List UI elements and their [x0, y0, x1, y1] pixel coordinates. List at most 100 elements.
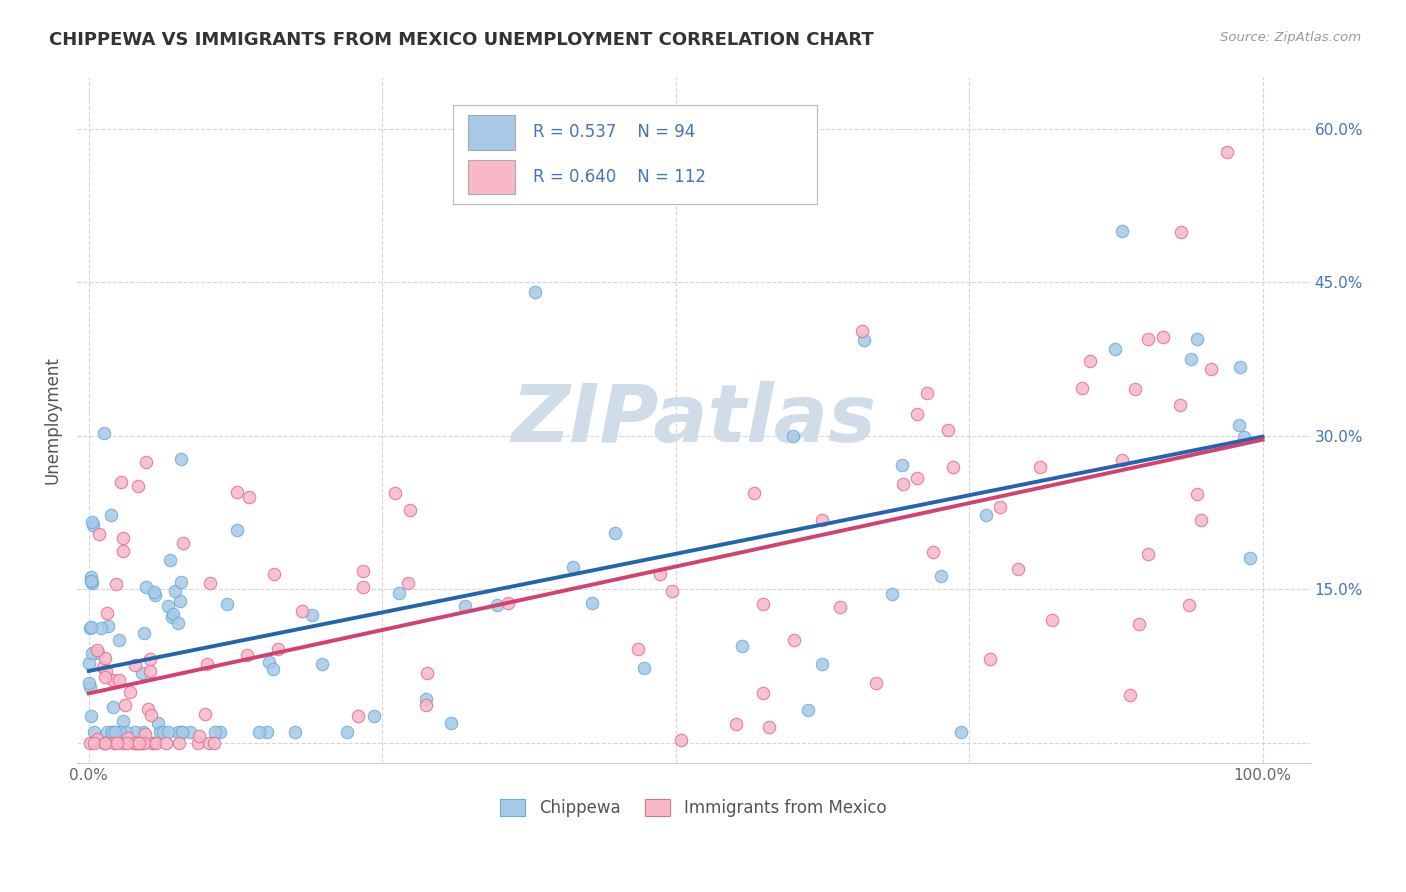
Point	[124, 657, 146, 672]
Point	[363, 709, 385, 723]
Point	[169, 594, 191, 608]
Point	[890, 458, 912, 472]
Point	[170, 725, 193, 739]
Point	[82, 576, 104, 591]
Point	[238, 490, 260, 504]
Point	[149, 725, 172, 739]
Point	[648, 566, 671, 581]
Point	[179, 724, 201, 739]
Point	[1128, 617, 1150, 632]
Point	[108, 673, 131, 687]
Point	[83, 736, 105, 750]
Point	[139, 708, 162, 723]
Point	[136, 702, 159, 716]
Point	[156, 725, 179, 739]
Point	[851, 324, 873, 338]
Point	[105, 736, 128, 750]
Point	[80, 574, 103, 589]
Point	[104, 725, 127, 739]
Point	[882, 587, 904, 601]
Point	[396, 575, 419, 590]
Point	[523, 285, 546, 300]
Point	[1029, 460, 1052, 475]
Point	[905, 407, 928, 421]
Point	[415, 692, 437, 706]
Point	[79, 736, 101, 750]
Point	[77, 676, 100, 690]
Point	[100, 508, 122, 523]
Text: CHIPPEWA VS IMMIGRANTS FROM MEXICO UNEMPLOYMENT CORRELATION CHART: CHIPPEWA VS IMMIGRANTS FROM MEXICO UNEMP…	[49, 31, 875, 49]
Point	[93, 736, 115, 750]
Point	[124, 736, 146, 750]
Point	[86, 643, 108, 657]
Point	[336, 725, 359, 739]
Point	[97, 618, 120, 632]
Point	[159, 552, 181, 566]
Point	[731, 639, 754, 653]
Point	[122, 736, 145, 750]
Point	[1199, 362, 1222, 376]
Point	[453, 599, 475, 613]
Point	[865, 675, 887, 690]
Point	[131, 725, 153, 739]
Point	[197, 736, 219, 750]
Point	[187, 736, 209, 750]
Point	[170, 574, 193, 589]
Point	[979, 652, 1001, 666]
Point	[86, 731, 108, 746]
Point	[1170, 225, 1192, 239]
Point	[94, 665, 117, 679]
Point	[145, 736, 167, 750]
Point	[93, 425, 115, 440]
Point	[79, 681, 101, 695]
Point	[108, 632, 131, 647]
Point	[291, 604, 314, 618]
Point	[111, 531, 134, 545]
Point	[1080, 354, 1102, 368]
Point	[917, 386, 939, 401]
Point	[1227, 418, 1250, 433]
Point	[170, 725, 193, 739]
Point	[80, 570, 103, 584]
Point	[131, 666, 153, 681]
Point	[1180, 351, 1202, 366]
Point	[905, 471, 928, 485]
Point	[204, 725, 226, 739]
Point	[80, 619, 103, 633]
Point	[398, 503, 420, 517]
Point	[160, 610, 183, 624]
Point	[929, 569, 952, 583]
Point	[742, 485, 765, 500]
Point	[1119, 689, 1142, 703]
Point	[352, 580, 374, 594]
Point	[105, 576, 128, 591]
Point	[101, 673, 124, 687]
Point	[96, 725, 118, 739]
Point	[134, 727, 156, 741]
Point	[782, 428, 804, 442]
Point	[110, 725, 132, 739]
Point	[89, 527, 111, 541]
Text: Source: ZipAtlas.com: Source: ZipAtlas.com	[1220, 31, 1361, 45]
Point	[1185, 486, 1208, 500]
Point	[127, 479, 149, 493]
Point	[352, 564, 374, 578]
Point	[100, 725, 122, 739]
Point	[1185, 332, 1208, 346]
Point	[143, 584, 166, 599]
Point	[1070, 381, 1092, 395]
Point	[111, 714, 134, 729]
Point	[485, 599, 508, 613]
Point	[200, 575, 222, 590]
Point	[115, 725, 138, 739]
Point	[125, 736, 148, 750]
Point	[581, 596, 603, 610]
Point	[155, 736, 177, 750]
Point	[94, 736, 117, 750]
Point	[247, 725, 270, 739]
Point	[146, 715, 169, 730]
Point	[1123, 382, 1146, 396]
Point	[79, 621, 101, 635]
Point	[262, 662, 284, 676]
Point	[82, 646, 104, 660]
